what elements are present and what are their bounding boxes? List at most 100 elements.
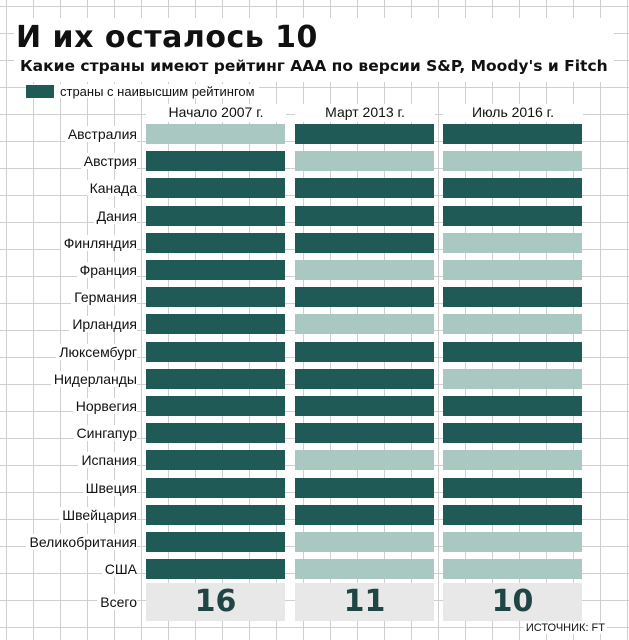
rating-cell-aaa [443,205,582,226]
rating-cell-aaa [295,368,434,389]
rating-cell-aaa [146,368,285,389]
rating-cell-aaa [443,341,582,362]
rating-cell-aaa [146,314,285,335]
row-label: Швеция [0,478,137,498]
row-label: США [0,559,137,579]
rating-cell-aaa [146,477,285,498]
rating-cell-aaa [295,178,434,199]
country-name: Австралия [64,126,137,142]
rating-cell-not-aaa [443,232,582,253]
rating-cell-not-aaa [295,314,434,335]
rating-cell-aaa [295,341,434,362]
column-header: Март 2013 г. [295,104,435,122]
chart-subtitle: Какие страны имеют рейтинг AAA по версии… [20,57,608,75]
row-label: Испания [0,450,137,470]
row-label: Франция [0,260,137,280]
rating-cell-aaa [443,178,582,199]
rating-cell-aaa [295,477,434,498]
rating-cell-not-aaa [295,532,434,552]
rating-cell-aaa [146,559,285,580]
row-label: Норвегия [0,396,137,416]
column-header: Июль 2016 г. [443,104,583,122]
rating-cell-aaa [146,341,285,362]
rating-cell-aaa [443,504,582,525]
total-value: 10 [443,583,582,621]
rating-cell-not-aaa [295,559,434,580]
country-name: Канада [86,180,137,197]
country-name: Норвегия [72,398,137,414]
rating-cell-aaa [146,450,285,471]
rating-cell-aaa [146,532,285,552]
legend: страны с наивысшим рейтингом [26,83,259,99]
country-name: Нидерланды [50,370,137,387]
rating-cell-aaa [146,260,285,280]
rating-cell-not-aaa [443,559,582,580]
rating-cell-aaa [146,178,285,199]
rating-cell-aaa [295,504,434,525]
rating-cell-aaa [443,477,582,498]
country-name: Финляндия [60,234,137,251]
row-label: Дания [0,206,137,226]
row-label: Ирландия [0,314,137,334]
country-name: Великобритания [26,534,137,550]
rating-cell-not-aaa [295,151,434,172]
rating-cell-not-aaa [295,450,434,471]
country-name: США [101,561,137,578]
rating-cell-not-aaa [295,260,434,280]
total-label-text: Всего [97,594,137,610]
row-label: Австрия [0,151,137,171]
row-label: Сингапур [0,423,137,443]
source-note: ИСТОЧНИК: FT [523,622,607,634]
rating-cell-aaa [146,423,285,444]
rating-cell-aaa [295,232,434,253]
row-label: Люксембург [0,342,137,362]
country-name: Австрия [80,153,137,170]
legend-label: страны с наивысшим рейтингом [60,83,255,99]
rating-cell-aaa [146,396,285,416]
rating-cell-aaa [295,423,434,444]
country-name: Франция [76,262,137,278]
rating-cell-aaa [295,205,434,226]
rating-cell-aaa [443,287,582,308]
row-label: Нидерланды [0,369,137,389]
chart-title: И их осталось 10 [16,20,318,55]
row-label: Финляндия [0,233,137,253]
rating-cell-not-aaa [443,151,582,172]
row-label: Швейцария [0,505,137,525]
rating-cell-aaa [146,151,285,172]
rating-cell-aaa [443,124,582,144]
country-name: Сингапур [73,425,137,442]
rating-cell-not-aaa [443,260,582,280]
country-name: Люксембург [56,343,137,360]
title-panel [14,18,614,82]
country-name: Германия [71,289,137,306]
rating-cell-aaa [443,396,582,416]
total-label: Всего [0,592,137,612]
total-value: 16 [146,583,285,621]
rating-cell-aaa [146,205,285,226]
row-label: Германия [0,287,137,307]
rating-cell-not-aaa [146,124,285,144]
country-name: Испания [78,452,137,469]
row-label: Великобритания [0,532,137,552]
rating-cell-aaa [146,504,285,525]
rating-cell-aaa [146,232,285,253]
rating-cell-not-aaa [443,532,582,552]
rating-cell-aaa [443,423,582,444]
country-name: Дания [93,207,137,224]
column-header: Начало 2007 г. [146,104,286,122]
country-name: Швейцария [59,506,137,523]
rating-cell-not-aaa [443,450,582,471]
rating-cell-not-aaa [443,314,582,335]
rating-cell-aaa [295,396,434,416]
rating-cell-not-aaa [443,368,582,389]
country-name: Ирландия [69,316,137,333]
country-name: Швеция [82,479,137,496]
total-value: 11 [295,583,434,621]
rating-cell-aaa [295,124,434,144]
legend-swatch [26,84,54,98]
rating-cell-aaa [295,287,434,308]
row-label: Канада [0,178,137,198]
rating-cell-aaa [146,287,285,308]
row-label: Австралия [0,124,137,144]
